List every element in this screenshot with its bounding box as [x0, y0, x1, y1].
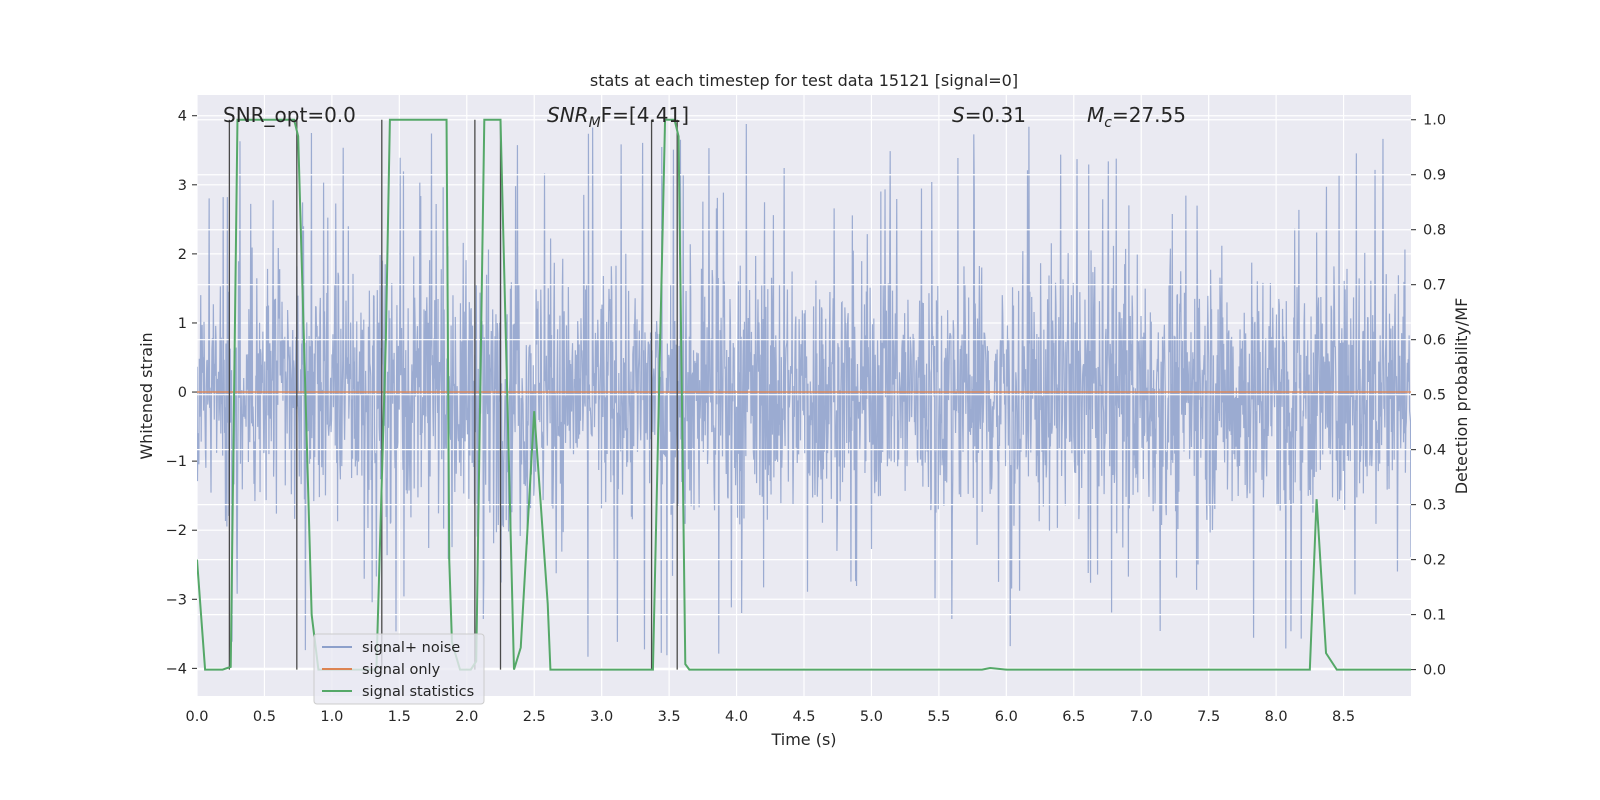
chart-title: stats at each timestep for test data 151…	[590, 71, 1018, 90]
signal-statistics-line	[197, 118, 1411, 671]
y2-tick-label: 0.4	[1423, 443, 1446, 459]
legend-box	[313, 633, 485, 705]
y2-tick-label: 0.5	[1423, 388, 1446, 404]
y2-tick-label: 0.9	[1423, 168, 1446, 184]
x-tick-label: 1.0	[320, 709, 343, 725]
mc-value: =27.55	[1112, 103, 1186, 127]
y2-tick-label: 0.1	[1423, 608, 1446, 624]
mc-main: M	[1087, 103, 1104, 127]
annotation-s: S=0.31	[952, 103, 1026, 127]
annotation-mc: Mc=27.55	[1087, 103, 1186, 131]
y-tick-label: −2	[166, 523, 187, 539]
x-tick-label: 7.5	[1197, 709, 1220, 725]
snr-mf-main: SNR	[547, 103, 589, 127]
x-tick-label: 5.5	[927, 709, 950, 725]
x-tick-label: 8.5	[1332, 709, 1355, 725]
x-tick-label: 6.5	[1062, 709, 1085, 725]
x-tick-label: 2.5	[523, 709, 546, 725]
y-tick-label: −3	[166, 592, 187, 608]
mc-sub: c	[1104, 115, 1112, 131]
legend-label-stats: signal statistics	[362, 684, 474, 700]
y-tick-label: −1	[166, 454, 187, 470]
y-tick-label: 4	[178, 109, 187, 125]
x-tick-label: 0.5	[253, 709, 276, 725]
signal-statistics-series	[197, 118, 1411, 671]
x-axis-label: Time (s)	[770, 730, 836, 749]
y2-tick-label: 0.6	[1423, 333, 1446, 349]
y-tick-label: 2	[178, 247, 187, 263]
snr-mf-sub: M	[589, 115, 601, 131]
x-tick-label: 3.5	[658, 709, 681, 725]
x-tick-label: 8.0	[1265, 709, 1288, 725]
y2-axis-label: Detection probability/MF	[1452, 298, 1471, 495]
x-tick-label: 7.0	[1130, 709, 1153, 725]
y2-axis-ticks: 1.0 0.9 0.8 0.7 0.6 0.5 0.4 0.3 0.2 0.1 0.0	[1411, 113, 1446, 679]
x-axis-ticks: 0.0 0.5 1.0 1.5 2.0 2.5 3.0 3.5 4.0 4.5 5.0 5.5 6.0 6…	[185, 709, 1355, 725]
annotation-snr-mf: SNRMF=[4.41]	[547, 103, 689, 131]
y-axis-ticks: 4 3 2 1 0 −1 −2 −3 −4	[166, 109, 197, 677]
x-tick-label: 3.0	[590, 709, 613, 725]
y2-tick-label: 0.8	[1423, 223, 1446, 239]
x-tick-label: 4.5	[792, 709, 815, 725]
x-tick-label: 1.5	[388, 709, 411, 725]
y-tick-label: 1	[178, 316, 187, 332]
x-tick-label: 4.0	[725, 709, 748, 725]
x-tick-label: 0.0	[185, 709, 208, 725]
event-markers	[228, 119, 678, 670]
y2-tick-label: 0.2	[1423, 553, 1446, 569]
y-tick-label: 0	[178, 385, 187, 401]
s-main: S	[952, 103, 965, 127]
x-tick-label: 2.0	[455, 709, 478, 725]
x-tick-label: 5.0	[860, 709, 883, 725]
y2-tick-label: 1.0	[1423, 113, 1446, 129]
y-tick-label: −4	[166, 661, 187, 677]
y-tick-label: 3	[178, 178, 187, 194]
legend-label-noise: signal+ noise	[362, 640, 460, 656]
y2-tick-label: 0.0	[1423, 663, 1446, 679]
y2-tick-label: 0.7	[1423, 278, 1446, 294]
plot-area	[197, 118, 1411, 671]
y-axis-label: Whitened strain	[137, 332, 156, 459]
y2-tick-label: 0.3	[1423, 498, 1446, 514]
legend: signal+ noise signal only signal statist…	[313, 633, 485, 705]
annotation-snr-opt: SNR_opt=0.0	[223, 103, 356, 127]
x-tick-label: 6.0	[995, 709, 1018, 725]
snr-mf-tail: F=[4.41]	[601, 103, 689, 127]
s-value: =0.31	[965, 103, 1026, 127]
legend-label-signal: signal only	[362, 662, 441, 678]
